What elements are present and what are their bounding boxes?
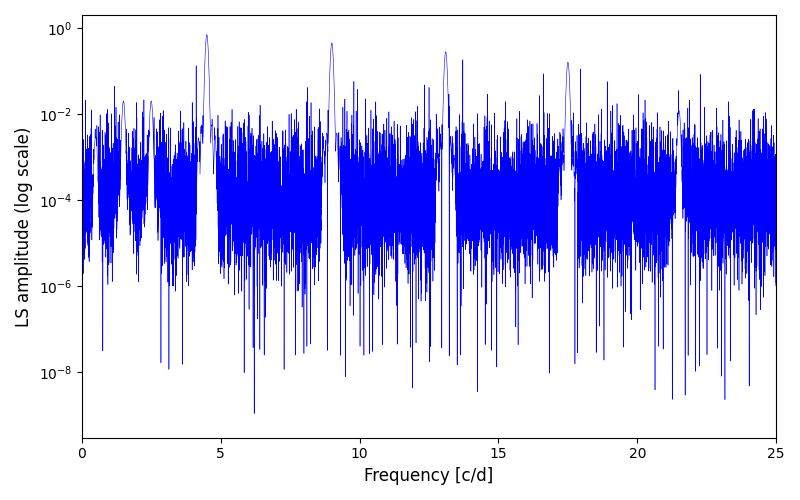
Y-axis label: LS amplitude (log scale): LS amplitude (log scale)	[15, 126, 33, 326]
X-axis label: Frequency [c/d]: Frequency [c/d]	[364, 467, 494, 485]
